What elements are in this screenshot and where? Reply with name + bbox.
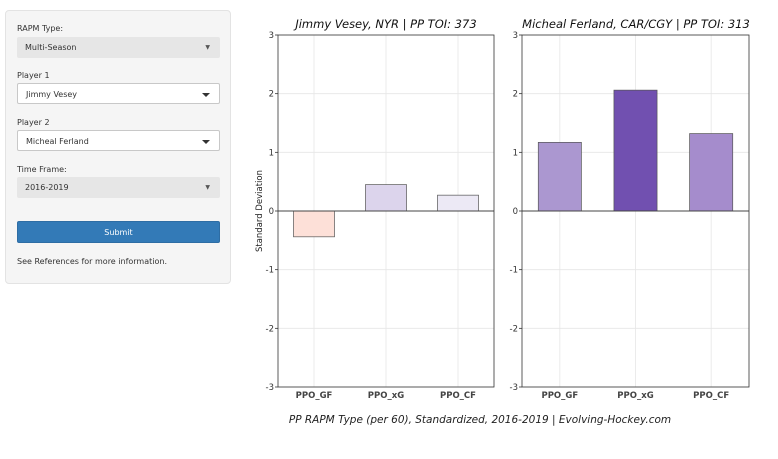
bar-PPO_CF bbox=[689, 133, 734, 212]
submit-button[interactable]: Submit bbox=[17, 221, 220, 243]
chart-player2: -3 -2 -1 0 1 2 3 PPO_GF PPO_xG PPO_CF Micheal Ferl… bbox=[510, 17, 750, 401]
x-tick-label: PPO_xG bbox=[617, 391, 653, 401]
bar-PPO_GF bbox=[537, 142, 582, 212]
chevron-down-icon: ▼ bbox=[205, 44, 210, 51]
y-tick-label: -2 bbox=[266, 324, 274, 334]
time-frame-label: Time Frame: bbox=[17, 165, 67, 174]
player1-select[interactable]: Jimmy Vesey bbox=[17, 83, 220, 104]
player2-label: Player 2 bbox=[17, 118, 50, 127]
rapm-type-select[interactable]: Multi-Season ▼ bbox=[17, 37, 220, 58]
y-tick-label: -3 bbox=[510, 383, 518, 393]
y-tick-label: -2 bbox=[510, 324, 518, 334]
chart-title: Jimmy Vesey, NYR | PP TOI: 373 bbox=[293, 17, 476, 31]
chart-title: Micheal Ferland, CAR/CGY | PP TOI: 313 bbox=[522, 17, 750, 31]
player1-value: Jimmy Vesey bbox=[26, 90, 78, 99]
player1-label: Player 1 bbox=[17, 71, 50, 80]
y-tick-label: -3 bbox=[266, 383, 274, 393]
y-tick-label: 1 bbox=[513, 148, 518, 158]
time-frame-select[interactable]: 2016-2019 ▼ bbox=[17, 177, 220, 198]
bar-PPO_CF bbox=[437, 194, 479, 212]
caret-down-icon bbox=[202, 140, 210, 144]
y-axis-label: Standard Deviation bbox=[255, 170, 265, 252]
y-tick-label: 2 bbox=[513, 90, 518, 100]
x-tick-label: PPO_CF bbox=[440, 391, 476, 401]
y-tick-label: 1 bbox=[269, 148, 274, 158]
bar-PPO_xG bbox=[365, 184, 407, 212]
y-tick-label: 3 bbox=[513, 31, 518, 41]
x-tick-label: PPO_GF bbox=[541, 391, 578, 401]
chart-caption: PP RAPM Type (per 60), Standardized, 201… bbox=[289, 414, 671, 426]
player2-select[interactable]: Micheal Ferland bbox=[17, 130, 220, 151]
player2-value: Micheal Ferland bbox=[26, 137, 89, 146]
chevron-down-icon: ▼ bbox=[205, 184, 210, 191]
references-note: See References for more information. bbox=[17, 257, 167, 266]
bar-PPO_GF bbox=[293, 210, 335, 238]
bar-PPO_xG bbox=[613, 89, 658, 212]
sidebar-panel: RAPM Type: Multi-Season ▼ Player 1 Jimmy… bbox=[5, 10, 231, 284]
x-tick-label: PPO_xG bbox=[368, 391, 404, 401]
rapm-type-value: Multi-Season bbox=[25, 43, 77, 52]
x-tick-label: PPO_CF bbox=[693, 391, 729, 401]
y-tick-label: -1 bbox=[510, 266, 518, 276]
chart-player1: -3 -2 -1 0 1 2 3 PPO_GF PPO_xG PPO_CF Jimmy Vesey,… bbox=[255, 17, 495, 401]
caret-down-icon bbox=[202, 93, 210, 97]
y-tick-label: 2 bbox=[269, 90, 274, 100]
y-tick-label: 3 bbox=[269, 31, 274, 41]
x-tick-label: PPO_GF bbox=[296, 391, 333, 401]
y-tick-label: 0 bbox=[269, 207, 274, 217]
y-tick-label: -1 bbox=[266, 266, 274, 276]
rapm-type-label: RAPM Type: bbox=[17, 24, 64, 33]
y-tick-label: 0 bbox=[513, 207, 518, 217]
time-frame-value: 2016-2019 bbox=[25, 183, 69, 192]
